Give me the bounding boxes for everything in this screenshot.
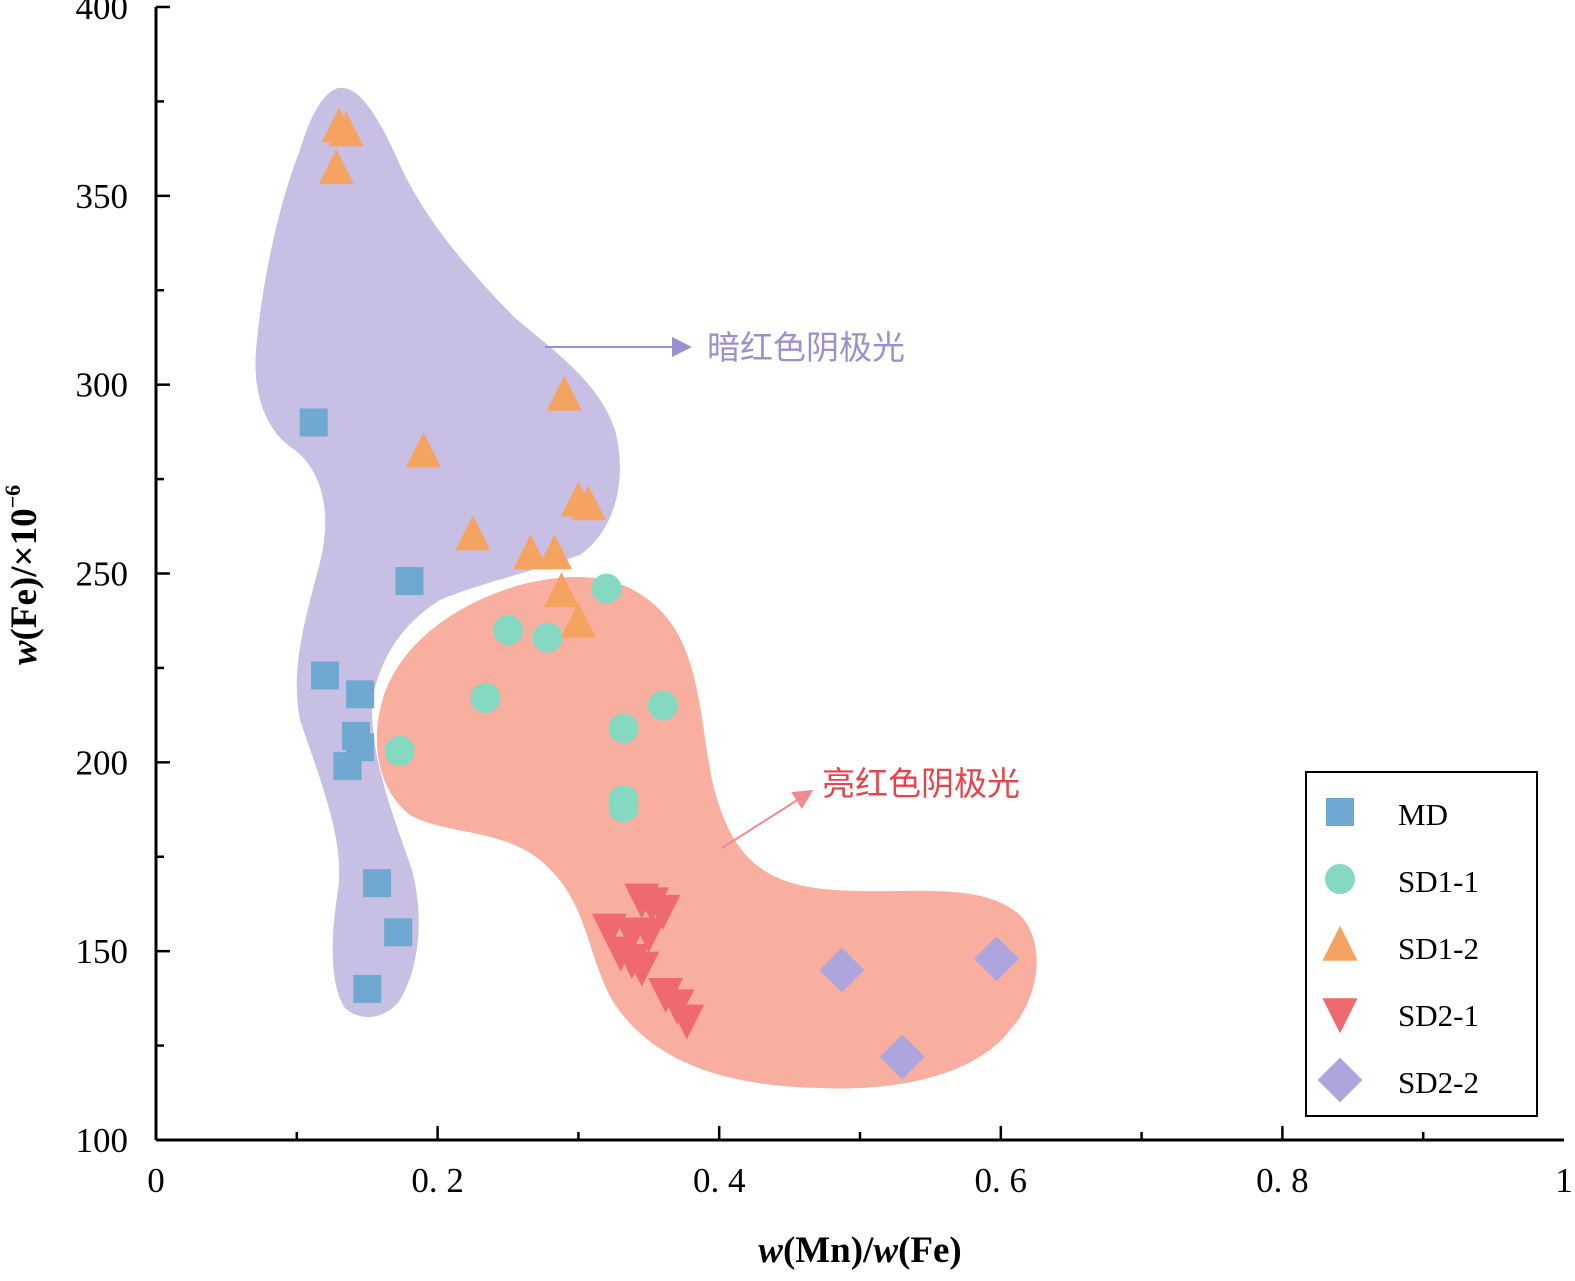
y-tick-label: 300 (76, 366, 129, 405)
data-point-md (363, 869, 392, 898)
data-points (299, 107, 1019, 1080)
legend-item-sd2-1: SD2-1 (1322, 998, 1479, 1034)
data-point-md (333, 752, 362, 781)
data-point-sd1-2 (513, 534, 549, 570)
legend-item-sd1-1: SD1-1 (1325, 864, 1479, 899)
data-point-sd2-1 (645, 894, 681, 930)
data-point-md (384, 918, 413, 947)
data-point-sd2-2 (819, 947, 865, 993)
x-tick-label: 0. 6 (975, 1161, 1028, 1200)
data-point-sd1-1 (647, 690, 678, 721)
data-point-sd1-1 (493, 615, 523, 646)
data-point-md (310, 661, 339, 690)
legend-marker-sd2-1 (1322, 998, 1358, 1034)
data-point-sd1-1 (608, 792, 639, 823)
series-sd1-2 (318, 107, 606, 638)
y-tick-label: 200 (76, 743, 129, 782)
data-point-sd1-2 (560, 602, 596, 638)
data-point-md (353, 974, 382, 1003)
bright-red-cl-label: 亮红色阴极光 (822, 764, 1020, 803)
legend-item-md: MD (1326, 797, 1448, 832)
x-tick-label: 0. 2 (411, 1161, 464, 1200)
legend-label: MD (1398, 797, 1448, 832)
x-axis-title: w(Mn)/w(Fe) (758, 1230, 961, 1271)
y-tick-label: 250 (76, 555, 129, 594)
axes: 0 0. 2 0. 4 0. 6 0. 8 1 100 150 200 250 300 350 400 (76, 0, 1573, 1200)
data-point-sd1-2 (455, 515, 491, 551)
y-axis-title: w(Fe)/×10−6 (0, 485, 45, 665)
data-point-sd1-2 (406, 432, 442, 468)
data-point-sd2-2 (879, 1034, 925, 1080)
legend-marker-sd2-2 (1317, 1057, 1363, 1103)
data-point-sd2-2 (974, 936, 1019, 982)
dark-red-cl-region (255, 87, 620, 1018)
legend-marker-sd1-1 (1325, 864, 1355, 894)
data-point-sd1-2 (536, 534, 572, 570)
data-point-sd1-1 (470, 683, 501, 714)
series-sd2-2 (819, 936, 1019, 1080)
x-tick-label: 0. 8 (1256, 1161, 1309, 1200)
data-point-sd1-2 (318, 149, 354, 185)
legend-label: SD1-1 (1398, 864, 1479, 899)
legend-item-sd1-2: SD1-2 (1322, 925, 1479, 966)
data-point-md (346, 680, 375, 709)
x-tick-label: 1 (1555, 1161, 1573, 1200)
data-point-sd2-1 (624, 951, 660, 987)
data-point-md (395, 567, 424, 596)
y-tick-label: 100 (76, 1121, 129, 1160)
legend-label: SD2-1 (1398, 998, 1479, 1033)
dark-red-cl-label: 暗红色阴极光 (707, 328, 905, 367)
legend-marker-sd1-2 (1322, 925, 1358, 961)
y-tick-label: 400 (76, 0, 129, 27)
data-point-sd1-1 (532, 622, 563, 653)
x-tick-label: 0 (147, 1161, 165, 1200)
data-point-sd1-2 (570, 485, 606, 521)
x-axis-ticks: 0 0. 2 0. 4 0. 6 0. 8 1 (147, 1126, 1573, 1200)
series-md (299, 408, 424, 1003)
data-point-sd2-1 (669, 1004, 705, 1040)
legend-label: SD2-2 (1398, 1065, 1479, 1100)
legend-item-sd2-2: SD2-2 (1317, 1057, 1479, 1103)
legend-marker-md (1326, 798, 1354, 826)
series-sd1-1 (384, 573, 678, 823)
data-point-sd1-1 (608, 713, 639, 744)
data-point-sd2-1 (631, 917, 667, 953)
data-point-sd1-2 (544, 572, 580, 608)
data-point-sd1-1 (591, 573, 622, 604)
legend-label: SD1-2 (1398, 931, 1479, 966)
data-point-md (299, 408, 328, 437)
y-axis-ticks: 100 150 200 250 300 350 400 (76, 0, 170, 1160)
y-tick-label: 150 (76, 932, 129, 971)
x-tick-label: 0. 4 (693, 1161, 746, 1200)
data-point-sd1-2 (546, 375, 582, 411)
series-sd2-1 (591, 883, 705, 1040)
data-point-sd1-2 (328, 111, 364, 147)
bright-red-cl-arrow (721, 789, 814, 849)
data-point-sd1-1 (384, 736, 415, 767)
bright-red-cl-region (376, 577, 1037, 1089)
legend: MD SD1-1 SD1-2 SD2-1 SD2-2 (1305, 771, 1538, 1117)
y-tick-label: 350 (76, 177, 129, 216)
region-annotations: 暗红色阴极光 亮红色阴极光 (545, 328, 1020, 849)
